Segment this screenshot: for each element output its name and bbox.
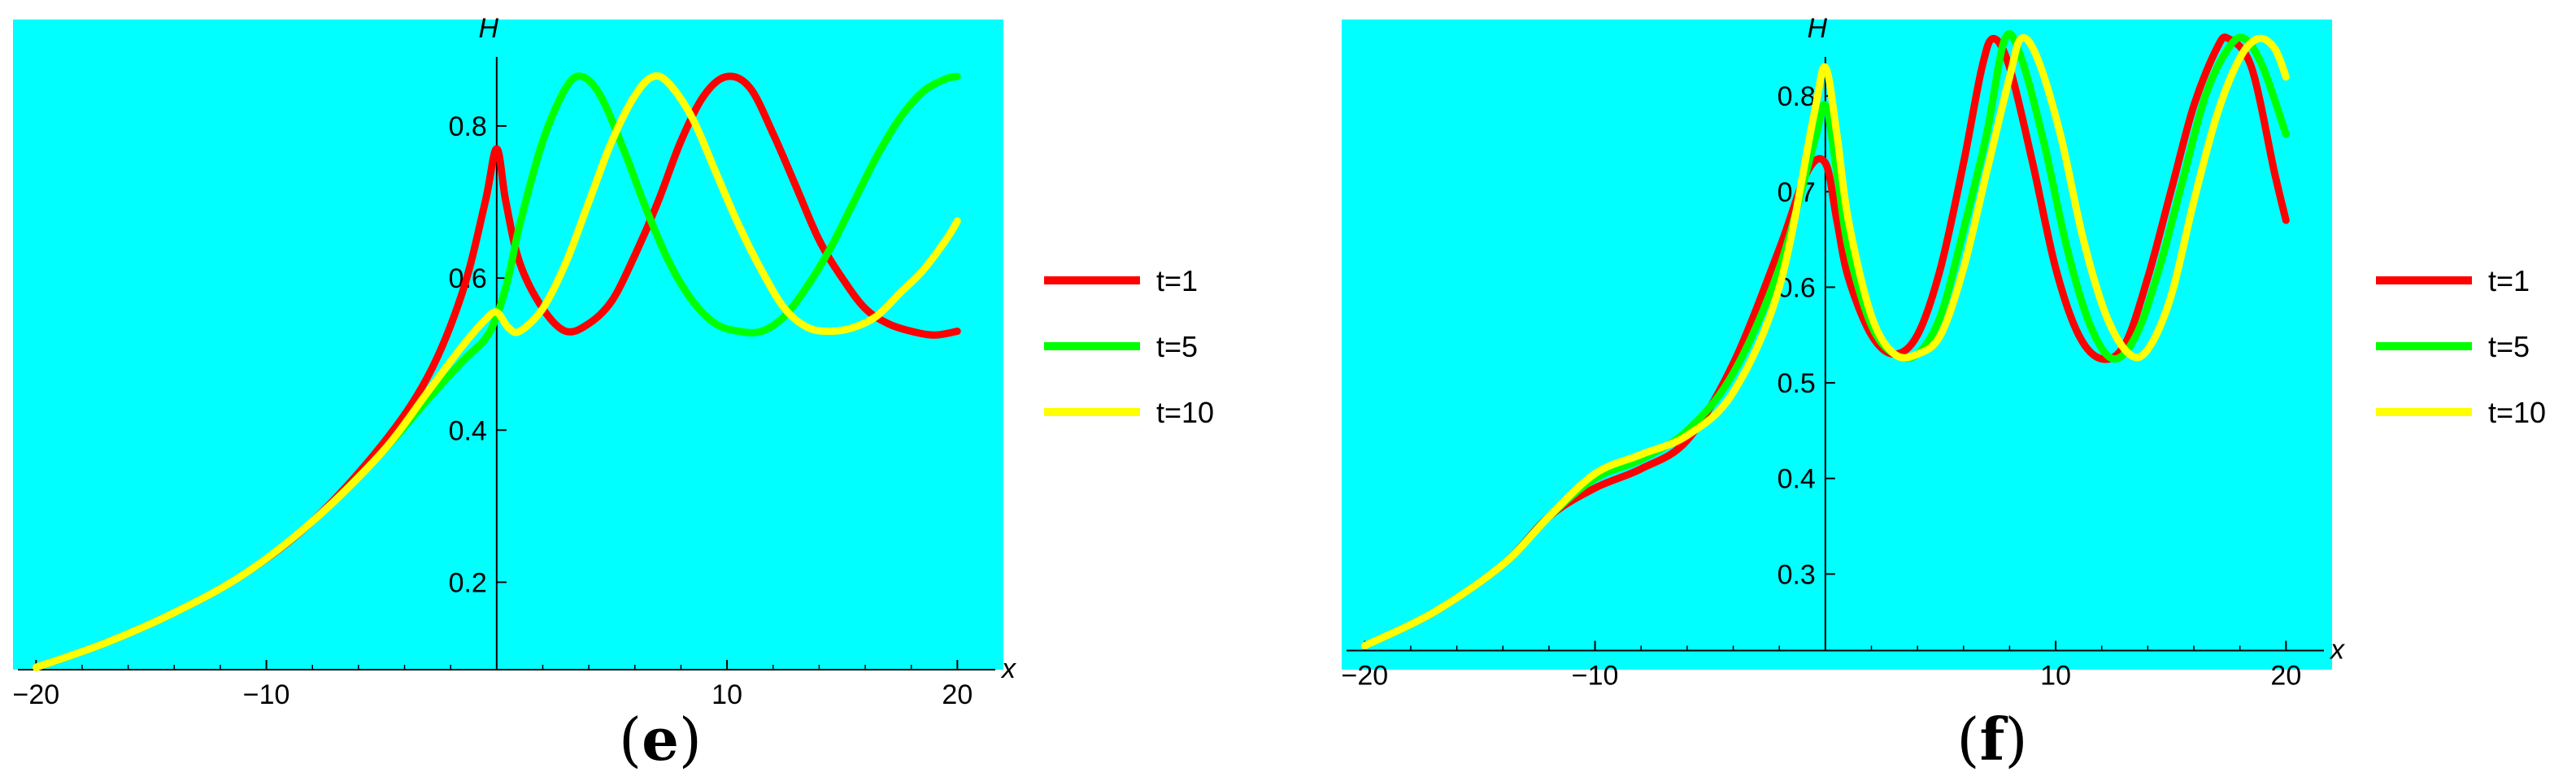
x-axis-label: x (2329, 634, 2345, 665)
x-tick-label: −10 (1572, 660, 1619, 691)
y-tick-label: 0.8 (449, 111, 487, 142)
legend-label-t=5: t=5 (1156, 330, 1198, 363)
plot-background (13, 20, 1003, 670)
chart-panel-f: −20 −10 10 200.30.40.50.60.70.8xHt=1t=5t=10… (1341, 13, 2546, 774)
x-tick-label: −10 (243, 679, 290, 710)
series-line-t=10 (1360, 34, 2290, 650)
y-axis-label: H (479, 13, 499, 44)
panel-label-letter: f (1980, 705, 2008, 774)
x-axis-label: x (1000, 653, 1016, 684)
panel-label: (e) (619, 705, 702, 774)
x-tick-label: 10 (711, 679, 742, 710)
x-tick-label: 10 (2040, 660, 2071, 691)
panel-label-close: ) (679, 705, 702, 774)
panel-label-close: ) (2004, 705, 2027, 774)
x-tick-label: −20 (1341, 660, 1388, 691)
panel-label: (f) (1956, 705, 2027, 774)
y-tick-label: 0.3 (1778, 559, 1816, 590)
legend-label-t=1: t=1 (2488, 264, 2530, 297)
y-tick-label: 0.2 (449, 567, 487, 598)
panel-label-letter: e (642, 705, 679, 774)
y-tick-label: 0.4 (449, 415, 487, 446)
series-line-t=10 (32, 72, 961, 671)
panel-label-open: ( (1956, 705, 1979, 774)
legend: t=1 t=5 t=10 (1044, 264, 1214, 429)
x-tick-label: 20 (942, 679, 973, 710)
legend-label-t=10: t=10 (2488, 396, 2546, 429)
y-axis-label: H (1808, 13, 1828, 44)
x-tick-label: −20 (12, 679, 59, 710)
y-tick-label: 0.8 (1778, 81, 1816, 112)
legend-label-t=5: t=5 (2488, 330, 2530, 363)
legend-label-t=10: t=10 (1156, 396, 1214, 429)
panel-label-open: ( (619, 705, 642, 774)
y-tick-label: 0.4 (1778, 464, 1816, 495)
legend-label-t=1: t=1 (1156, 264, 1198, 297)
y-tick-label: 0.5 (1778, 368, 1816, 399)
series-line-t=1 (1360, 33, 2290, 650)
x-tick-label: 20 (2270, 660, 2301, 691)
legend: t=1 t=5 t=10 (2376, 264, 2546, 429)
